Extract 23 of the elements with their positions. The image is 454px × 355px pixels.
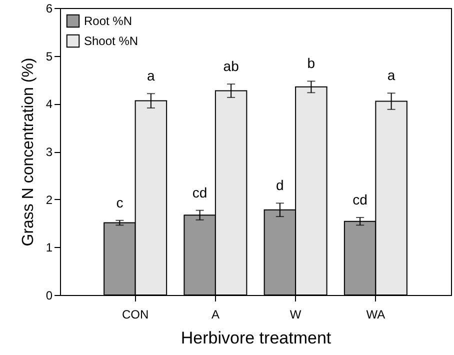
legend-label: Shoot %N (84, 34, 138, 48)
y-tick-label: 3 (46, 145, 53, 159)
x-axis-title: Herbivore treatment (180, 328, 332, 348)
data-label: d (276, 177, 284, 194)
data-label: cd (352, 192, 368, 208)
data-label: c (116, 194, 124, 210)
y-axis-title: Grass N concentration (%) (20, 58, 37, 246)
x-tick-label: A (211, 308, 220, 322)
x-tick-label: CON (122, 308, 149, 322)
y-tick-label: 2 (46, 192, 53, 207)
y-tick-label: 0 (46, 288, 53, 302)
data-label: b (307, 55, 316, 72)
data-label: ab (223, 58, 240, 74)
data-label: a (147, 68, 156, 84)
y-tick-label: 6 (46, 2, 53, 16)
x-tick-label: W (290, 308, 302, 322)
data-label: cd (192, 184, 208, 200)
y-tick-label: 1 (46, 240, 53, 255)
x-tick-label: WA (366, 308, 386, 322)
y-tick-label: 5 (46, 49, 53, 64)
data-label: a (387, 67, 396, 84)
y-tick-label: 4 (46, 97, 53, 112)
legend-label: Root %N (84, 14, 132, 28)
